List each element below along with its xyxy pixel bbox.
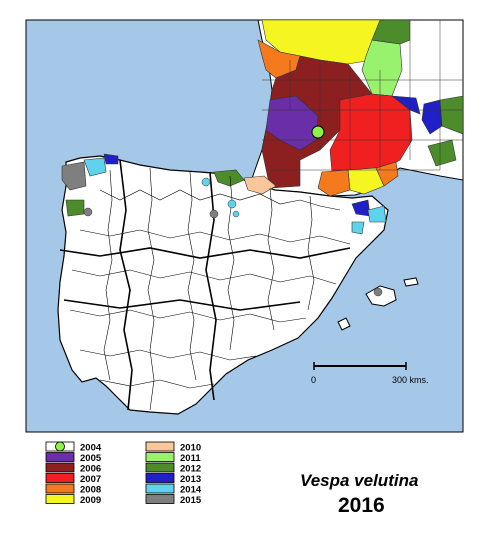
province-borders xyxy=(69,167,351,411)
region-2010 xyxy=(243,175,277,195)
species-name: Vespa velutina xyxy=(300,471,418,490)
legend-swatch-2007 xyxy=(45,473,75,483)
legend-label-2013: 2013 xyxy=(180,474,201,485)
scale-start-label: 0 xyxy=(311,375,316,385)
legend-swatch-2015 xyxy=(145,494,175,504)
region-2012-galicia xyxy=(65,199,85,217)
legend-entry-2004: 2004 xyxy=(45,441,102,454)
legend-label-2010: 2010 xyxy=(180,443,201,454)
sighting-2015-mallorca xyxy=(373,287,383,297)
legend-marker-2004 xyxy=(55,441,65,452)
sighting-2014-b xyxy=(201,177,211,187)
legend-label-2014: 2014 xyxy=(180,485,202,496)
region-2013-galicia xyxy=(103,153,119,165)
region-2014-galicia xyxy=(83,157,107,177)
legend-entry-2008: 2008 xyxy=(45,483,101,496)
legend-label-2015: 2015 xyxy=(180,495,202,506)
region-2015-galicia xyxy=(61,161,87,191)
legend-swatch-2009 xyxy=(45,494,75,504)
region-2008-south xyxy=(317,169,351,197)
legend-label-2012: 2012 xyxy=(180,464,201,475)
map-clip: 0 300 kms. xyxy=(57,20,463,415)
origin-2004-marker xyxy=(311,125,325,139)
map-year: 2016 xyxy=(338,494,385,517)
scale-end-label: 300 kms. xyxy=(392,375,429,385)
legend-entry-2009: 2009 xyxy=(45,494,101,506)
sighting-2014-a xyxy=(227,199,237,209)
region-2014-catalonia2 xyxy=(351,221,365,235)
legend-swatch-2008 xyxy=(45,483,75,494)
sighting-2015-b xyxy=(209,209,219,219)
legend-label-2009: 2009 xyxy=(80,495,101,506)
region-2013-east2 xyxy=(421,99,443,135)
legend-entry-2011: 2011 xyxy=(145,452,201,464)
mallorca xyxy=(365,285,397,307)
region-2012-se xyxy=(427,139,457,167)
legend-swatch-2006 xyxy=(45,462,75,473)
legend-entry-2013: 2013 xyxy=(145,473,201,485)
legend-entry-2010: 2010 xyxy=(145,441,201,454)
scale-bar: 0 300 kms. xyxy=(311,362,429,385)
legend-label-2006: 2006 xyxy=(80,464,101,475)
menorca xyxy=(403,277,419,287)
legend-entry-2012: 2012 xyxy=(145,462,201,475)
legend-entry-2006: 2006 xyxy=(45,462,101,475)
region-2005 xyxy=(265,95,319,151)
ibiza xyxy=(337,317,351,331)
legend-swatch-2005 xyxy=(45,452,75,462)
legend-label-2007: 2007 xyxy=(80,474,101,485)
legend-entry-2015: 2015 xyxy=(145,494,202,506)
region-2008-south2 xyxy=(375,161,399,187)
legend-label-2011: 2011 xyxy=(180,453,201,464)
legend-label-2008: 2008 xyxy=(80,485,101,496)
legend-label-2005: 2005 xyxy=(80,453,102,464)
legend-entry-2007: 2007 xyxy=(45,473,101,485)
region-2014-catalonia xyxy=(367,205,387,223)
region-2012-ne xyxy=(371,20,411,45)
region-2013-east xyxy=(391,95,421,115)
sighting-2014-c xyxy=(232,210,240,218)
sighting-2015-a xyxy=(83,207,93,217)
legend-swatch-2010 xyxy=(145,441,175,452)
legend-entry-2005: 2005 xyxy=(45,452,102,464)
legend-swatch-2013 xyxy=(145,473,175,483)
legend-entry-2014: 2014 xyxy=(145,483,202,496)
region-2012-east xyxy=(439,95,463,135)
france-department-borders xyxy=(262,20,463,171)
legend-swatch-2014 xyxy=(145,483,175,494)
legend-label-2004: 2004 xyxy=(80,443,102,454)
legend-swatch-2011 xyxy=(145,452,175,462)
region-2012-basque xyxy=(213,169,245,187)
legend-swatch-2012 xyxy=(145,462,175,473)
